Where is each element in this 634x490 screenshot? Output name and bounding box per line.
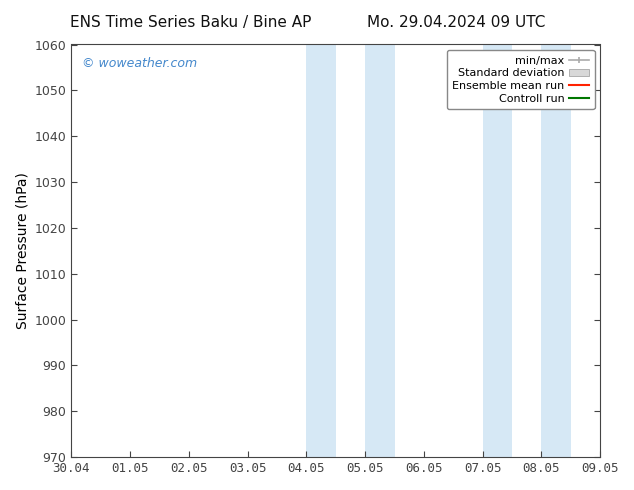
Y-axis label: Surface Pressure (hPa): Surface Pressure (hPa) [15,172,29,329]
Text: Mo. 29.04.2024 09 UTC: Mo. 29.04.2024 09 UTC [367,15,546,30]
Bar [541,45,571,457]
Legend: min/max, Standard deviation, Ensemble mean run, Controll run: min/max, Standard deviation, Ensemble me… [447,50,595,109]
Bar [306,45,336,457]
Text: © woweather.com: © woweather.com [82,57,197,70]
Bar [365,45,394,457]
Text: ENS Time Series Baku / Bine AP: ENS Time Series Baku / Bine AP [70,15,311,30]
Bar [482,45,512,457]
